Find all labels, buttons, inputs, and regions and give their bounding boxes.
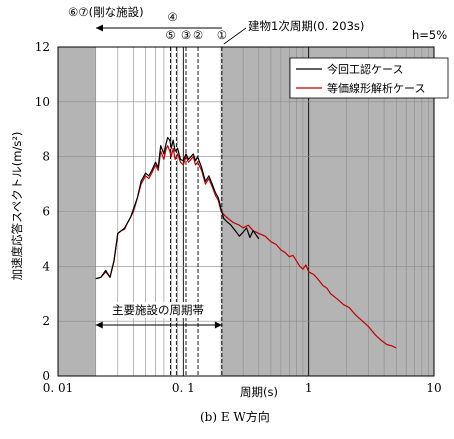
band-label: 主要施設の周期帯 — [112, 303, 204, 317]
damping-label: h=5% — [412, 28, 447, 42]
y-tick-label: 0 — [42, 369, 50, 383]
figure-caption: (b) E W方向 — [200, 409, 270, 424]
y-tick-label: 6 — [42, 205, 50, 219]
y-tick-label: 10 — [35, 95, 50, 109]
x-axis-title: 周期(s) — [240, 385, 278, 399]
legend-box — [289, 57, 449, 99]
rigid-arrow-head — [96, 24, 103, 32]
period-marker-label: ⑤ — [165, 28, 175, 42]
series-lines — [95, 136, 397, 349]
tick-labels: 0 2 4 6 8 10 12 0. 01 0. 1 1 10 — [35, 40, 442, 395]
band-arrow-left-head — [95, 321, 103, 329]
y-tick-label: 2 — [42, 314, 50, 328]
x-tick-label: 0. 01 — [43, 381, 74, 395]
period-marker-label: ③ — [181, 28, 191, 42]
plot-frame — [57, 46, 435, 377]
series-line-0 — [95, 136, 260, 280]
legend-label-red: 等価線形解析ケース — [327, 81, 425, 95]
y-tick-label: 8 — [42, 150, 50, 164]
y-tick-label: 12 — [35, 40, 50, 54]
band-arrow-right-head — [214, 321, 222, 329]
y-tick-label: 4 — [42, 259, 50, 273]
legend: 今回工認ケース 等価線形解析ケース — [289, 57, 449, 99]
band-label-backdrop — [96, 302, 221, 318]
period-marker-label: ② — [193, 28, 203, 42]
series-line-1 — [95, 145, 397, 349]
period-marker-label: ④ — [167, 10, 177, 24]
period-label: 建物1次周期(0. 203s) — [248, 19, 364, 33]
x-tick-label: 1 — [305, 381, 313, 395]
legend-label-black: 今回工認ケース — [327, 62, 403, 76]
x-tick-label: 0. 1 — [172, 381, 195, 395]
y-axis-title: 加速度応答スペクトル(m/s²) — [10, 132, 24, 281]
x-tick-label: 10 — [426, 381, 441, 395]
top-left-label: ⑥⑦(剛な施設) — [68, 5, 144, 19]
period-label-leader — [223, 27, 247, 45]
period-marker-label: ① — [217, 28, 227, 42]
